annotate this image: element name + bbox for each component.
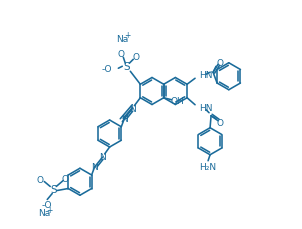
Text: -O: -O bbox=[42, 200, 53, 209]
Text: OH: OH bbox=[171, 97, 185, 106]
Text: HN: HN bbox=[199, 71, 213, 79]
Text: O: O bbox=[118, 49, 125, 58]
Text: N: N bbox=[129, 105, 136, 114]
Text: S: S bbox=[50, 185, 56, 195]
Text: N: N bbox=[91, 163, 98, 172]
Text: Na: Na bbox=[116, 35, 128, 44]
Text: HN: HN bbox=[199, 104, 213, 113]
Text: O: O bbox=[133, 52, 140, 61]
Text: H₂N: H₂N bbox=[200, 163, 217, 172]
Text: O: O bbox=[37, 175, 44, 184]
Text: N: N bbox=[121, 115, 128, 124]
Text: S: S bbox=[123, 62, 130, 72]
Text: -O: -O bbox=[102, 65, 112, 74]
Text: O: O bbox=[62, 174, 69, 183]
Text: O: O bbox=[217, 119, 223, 128]
Text: +: + bbox=[124, 31, 130, 40]
Text: +: + bbox=[46, 205, 53, 214]
Text: N: N bbox=[99, 153, 106, 162]
Text: O: O bbox=[217, 58, 223, 68]
Text: Na: Na bbox=[38, 208, 50, 217]
